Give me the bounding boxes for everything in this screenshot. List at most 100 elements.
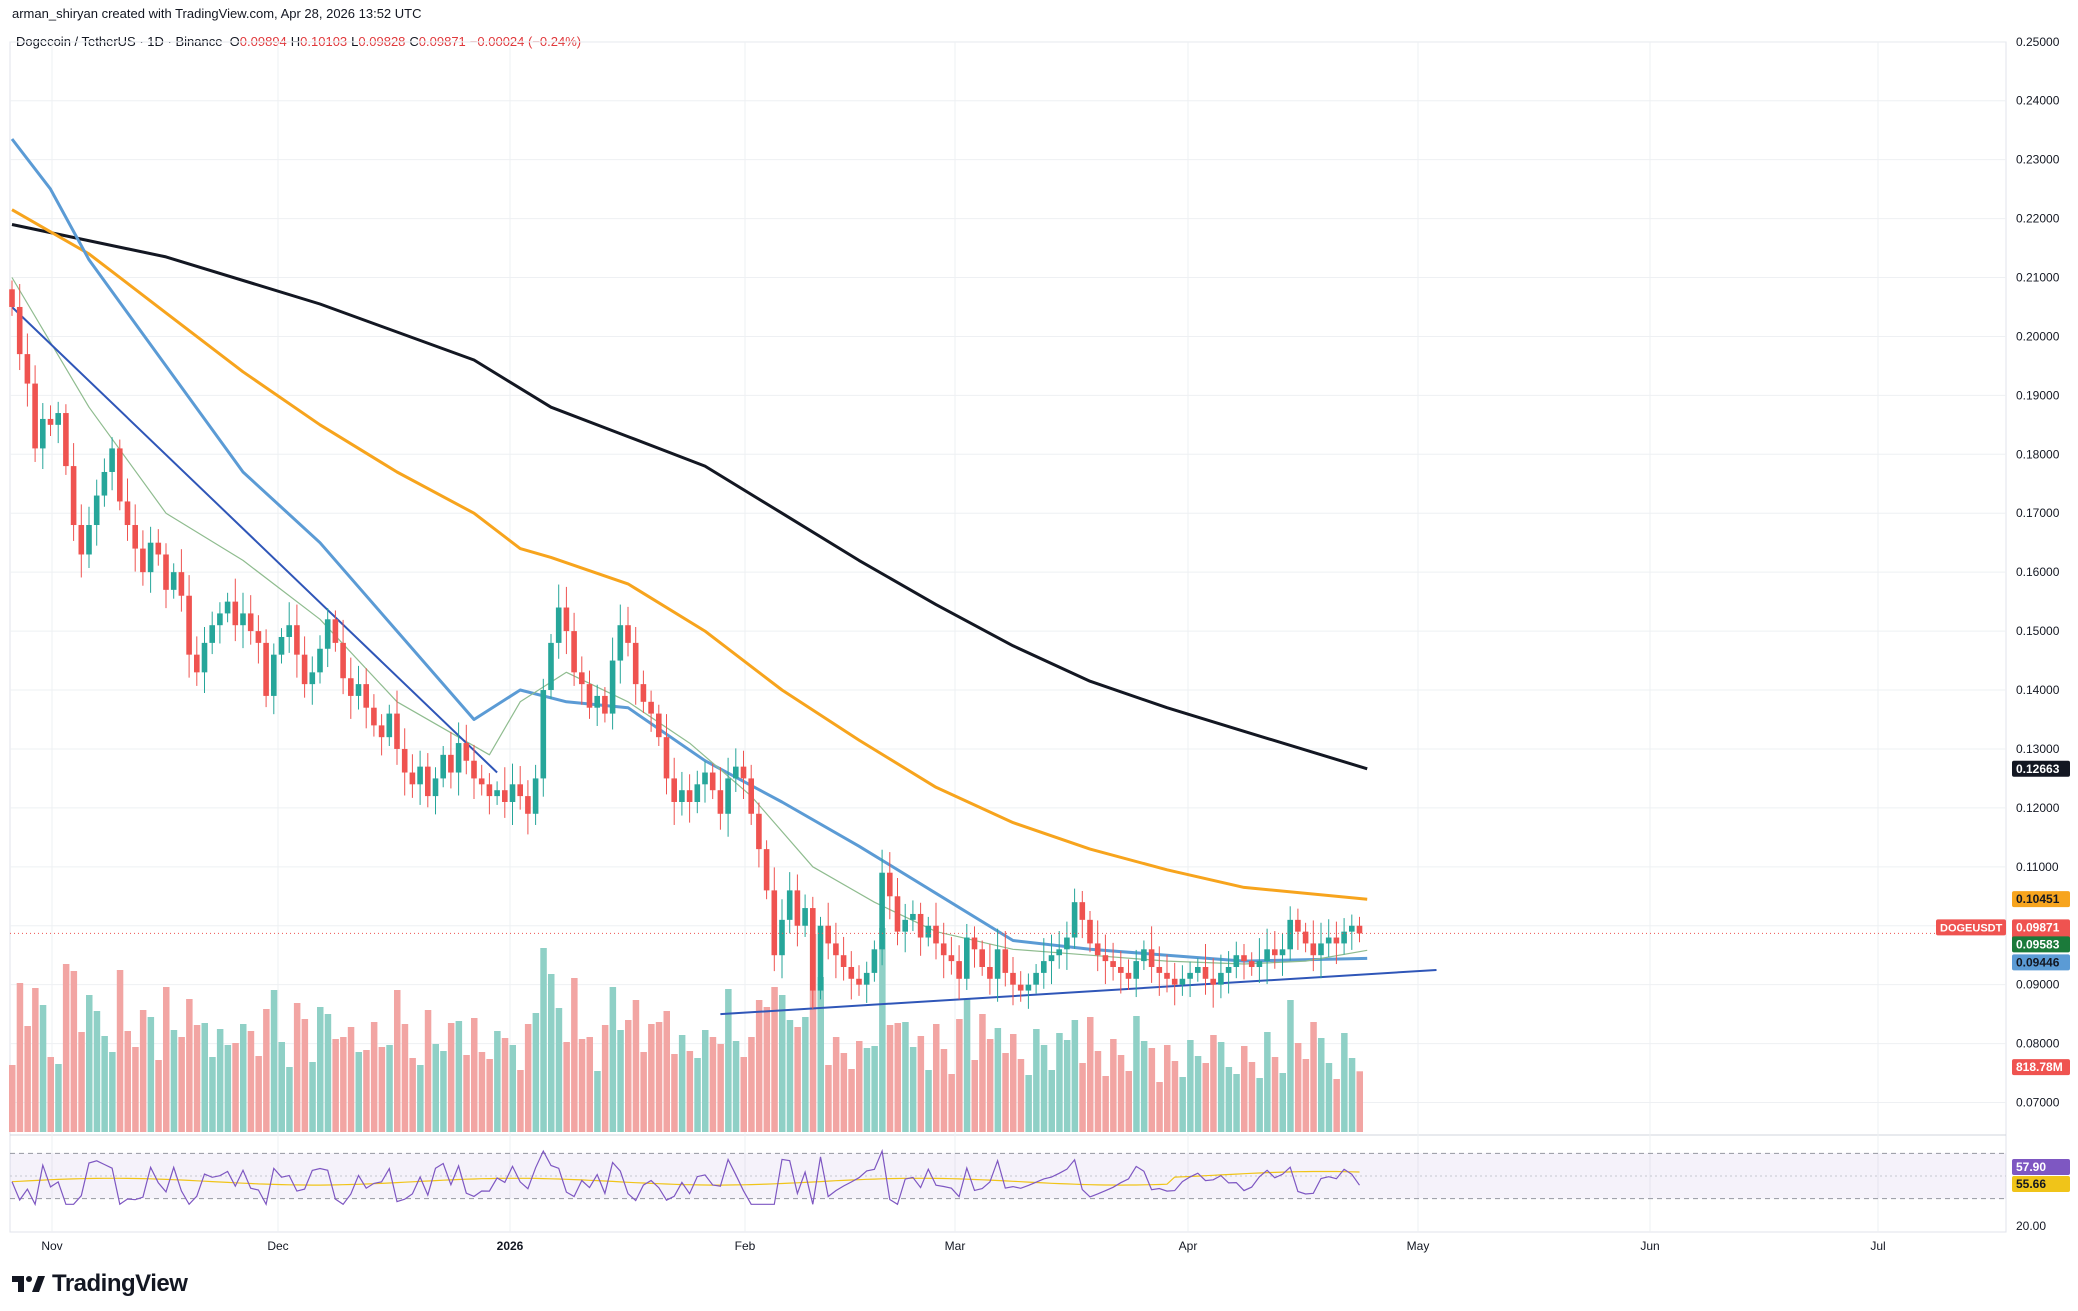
- candle-body: [771, 890, 778, 956]
- volume-bar: [1140, 1041, 1148, 1132]
- rsi-badge: 57.90: [2016, 1160, 2046, 1174]
- candle-body: [987, 966, 993, 979]
- volume-bar: [840, 1053, 848, 1132]
- volume-bar: [170, 1030, 178, 1132]
- volume-bar: [263, 1009, 270, 1132]
- volume-bar: [1225, 1067, 1233, 1132]
- volume-bar: [247, 1031, 255, 1132]
- volume-bar: [933, 1024, 940, 1132]
- ma200-badge-bg: [2012, 760, 2070, 777]
- candle-body: [625, 625, 631, 643]
- candle-body: [810, 908, 816, 991]
- candle-body: [286, 625, 292, 637]
- volume-bar: [139, 1010, 147, 1132]
- ma100-badge: 0.10451: [2016, 892, 2060, 906]
- volume-badge: 818.78M: [2016, 1060, 2063, 1074]
- price-tick-label: 0.09000: [2016, 978, 2060, 992]
- volume-bar: [1287, 1000, 1294, 1132]
- volume-bar: [509, 1045, 516, 1132]
- volume-bar: [694, 1058, 701, 1132]
- volume-bar: [317, 1007, 324, 1132]
- symbol-tag: DOGEUSDT: [1940, 922, 2003, 934]
- candle-body: [648, 701, 654, 714]
- volume-bar: [971, 1060, 978, 1132]
- volume-bar: [848, 1069, 855, 1132]
- candle-body: [147, 542, 154, 573]
- volume-bar: [909, 1047, 917, 1132]
- volume-bar: [1117, 1055, 1125, 1132]
- candle-body: [532, 778, 539, 814]
- candle-body: [948, 955, 955, 962]
- candle-body: [656, 713, 662, 738]
- volume-bar: [1048, 1070, 1055, 1132]
- volume-bar: [902, 1022, 909, 1132]
- volume-bar: [394, 990, 401, 1132]
- candle-body: [517, 784, 523, 797]
- tradingview-logo[interactable]: TradingView: [10, 1270, 188, 1298]
- volume-bar: [1025, 1075, 1032, 1132]
- volume-bar: [555, 1008, 563, 1132]
- volume-bar: [24, 1026, 31, 1132]
- volume-bar: [186, 999, 193, 1132]
- candle-body: [109, 448, 115, 472]
- volume-bar: [432, 1044, 439, 1132]
- candle-body: [317, 648, 323, 673]
- candle-body: [278, 636, 285, 655]
- price-tick-label: 0.23000: [2016, 153, 2060, 167]
- volume-bar: [532, 1013, 540, 1132]
- volume-bar: [447, 1023, 455, 1132]
- volume-bar: [1294, 1043, 1302, 1132]
- price-tick-label: 0.07000: [2016, 1096, 2060, 1110]
- volume-bar: [1318, 1038, 1325, 1132]
- candle-body: [355, 684, 362, 696]
- volume-bar: [594, 1071, 601, 1132]
- candle-body: [833, 943, 839, 956]
- volume-bar: [625, 1020, 632, 1132]
- candle-body: [740, 766, 747, 779]
- volume-bar: [47, 1057, 54, 1132]
- candle-body: [240, 613, 246, 626]
- candle-body: [1071, 902, 1078, 938]
- candle-body: [224, 601, 231, 614]
- candle-body: [1171, 978, 1178, 985]
- rsi-line: [11, 1148, 1360, 1207]
- volume-bar: [1002, 1053, 1009, 1132]
- candle-body: [463, 743, 470, 761]
- volume-bar: [494, 1031, 501, 1132]
- candle-body: [1241, 955, 1247, 962]
- candle-body: [933, 925, 939, 944]
- volume-bar: [478, 1052, 486, 1132]
- candle-body: [940, 943, 947, 956]
- volume-bar: [1033, 1029, 1040, 1132]
- candle-body: [1264, 949, 1270, 962]
- candle-body: [902, 919, 908, 932]
- time-tick-label: 2026: [497, 1239, 524, 1253]
- volume-bar: [1133, 1016, 1140, 1132]
- candle-body: [1225, 966, 1232, 973]
- volume-bar: [725, 989, 732, 1132]
- volume-bar: [809, 934, 817, 1132]
- time-tick-label: Apr: [1179, 1239, 1198, 1253]
- candle-body: [93, 495, 100, 526]
- candle-body: [132, 525, 138, 549]
- volume-bar: [62, 964, 70, 1132]
- volume-bar: [324, 1014, 332, 1132]
- candle-body: [332, 619, 339, 643]
- volume-bar: [817, 977, 824, 1132]
- volume-bar: [1333, 1079, 1340, 1132]
- price-tick-label: 0.17000: [2016, 506, 2060, 520]
- candle-body: [925, 925, 932, 938]
- price-tick-label: 0.11000: [2016, 860, 2059, 874]
- candle-body: [1156, 966, 1163, 973]
- tradingview-logo-icon: [12, 1276, 45, 1292]
- candle-body: [163, 554, 169, 590]
- candle-body: [502, 790, 508, 802]
- candle-body: [101, 471, 108, 496]
- volume-bar: [109, 1052, 116, 1132]
- candle-body: [1064, 937, 1070, 950]
- volume-bar: [1071, 1020, 1079, 1132]
- volume-bar: [309, 1062, 316, 1132]
- candle-body: [170, 572, 177, 590]
- volume-bar: [501, 1038, 509, 1132]
